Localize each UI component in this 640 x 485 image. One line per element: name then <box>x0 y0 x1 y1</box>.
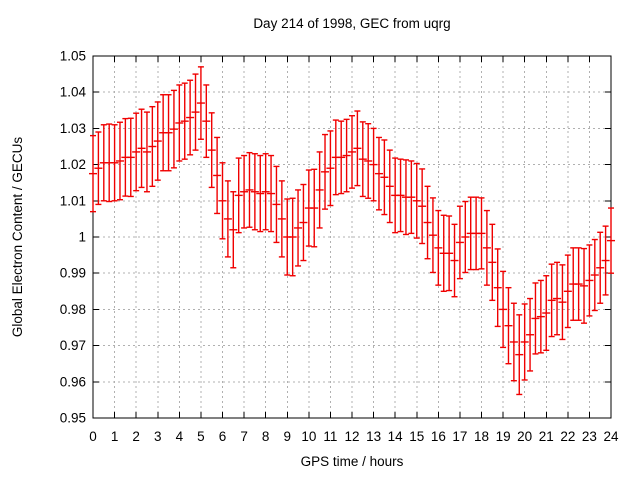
x-tick-label: 18 <box>474 429 489 444</box>
x-tick-label: 12 <box>344 429 359 444</box>
y-tick-label: 1.05 <box>60 49 86 64</box>
y-tick-label: 1 <box>78 230 86 245</box>
gec-errorbar-series <box>89 66 615 396</box>
x-tick-label: 0 <box>89 429 97 444</box>
x-tick-label: 5 <box>197 429 205 444</box>
x-tick-label: 14 <box>388 429 404 444</box>
x-tick-label: 10 <box>301 429 316 444</box>
y-tick-label: 0.98 <box>60 302 86 317</box>
x-tick-label: 7 <box>240 429 248 444</box>
y-tick-label: 1.04 <box>60 85 87 100</box>
x-tick-label: 15 <box>409 429 424 444</box>
x-tick-label: 16 <box>431 429 446 444</box>
x-tick-label: 21 <box>539 429 554 444</box>
x-tick-label: 17 <box>452 429 467 444</box>
x-tick-label: 9 <box>283 429 291 444</box>
x-axis-label: GPS time / hours <box>301 454 404 469</box>
y-axis-label: Global Electron Content / GECUs <box>10 137 25 338</box>
x-tick-label: 3 <box>154 429 162 444</box>
x-tick-label: 13 <box>366 429 381 444</box>
x-tick-label: 19 <box>496 429 511 444</box>
x-tick-label: 24 <box>603 429 619 444</box>
y-tick-label: 1.02 <box>60 157 86 172</box>
y-tick-label: 0.97 <box>60 338 86 353</box>
x-tick-label: 22 <box>560 429 575 444</box>
y-tick-label: 1.01 <box>60 193 86 208</box>
x-tick-label: 2 <box>132 429 140 444</box>
x-tick-label: 20 <box>517 429 532 444</box>
x-tick-label: 8 <box>262 429 270 444</box>
chart-title: Day 214 of 1998, GEC from uqrg <box>253 16 450 31</box>
y-tick-label: 0.95 <box>60 411 86 426</box>
gridlines <box>92 55 612 419</box>
x-tick-label: 23 <box>582 429 597 444</box>
x-tick-label: 11 <box>323 429 337 444</box>
y-tick-label: 0.99 <box>60 266 86 281</box>
x-tick-label: 1 <box>111 429 119 444</box>
y-tick-label: 0.96 <box>60 374 86 389</box>
x-tick-label: 6 <box>219 429 227 444</box>
tick-labels: 0 1 2 3 4 5 6 7 8 9 10 11 12 13 14 15 16 17 18 19 20 21 22 23 24… <box>60 49 619 445</box>
y-tick-label: 1.03 <box>60 121 86 136</box>
plot-area: 0 1 2 3 4 5 6 7 8 9 10 11 12 13 14 15 16 17 18 19 20 21 22 23 24… <box>60 49 619 445</box>
x-tick-label: 4 <box>176 429 184 444</box>
